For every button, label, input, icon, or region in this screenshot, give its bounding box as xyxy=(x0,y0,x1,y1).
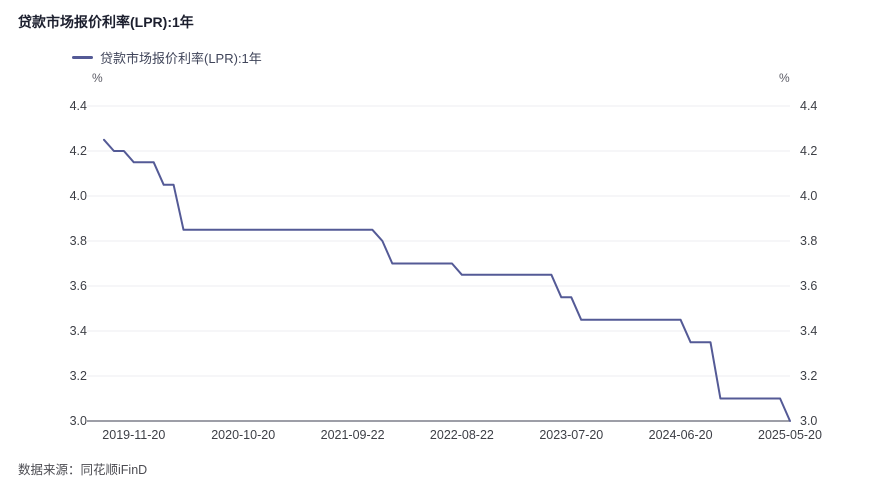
y-axis-unit-left: % xyxy=(92,71,103,85)
y-tick-label: 4.2 xyxy=(69,143,87,158)
y-tick-label: 4.4 xyxy=(800,98,818,113)
y-tick-label: 3.6 xyxy=(69,278,87,293)
x-tick-label: 2024-06-20 xyxy=(648,428,713,442)
legend-line-icon xyxy=(72,56,93,59)
y-tick-label: 3.0 xyxy=(800,413,818,428)
y-tick-label: 3.4 xyxy=(69,323,87,338)
legend-item[interactable]: 贷款市场报价利率(LPR):1年 xyxy=(72,48,262,67)
x-tick-label: 2022-08-22 xyxy=(429,428,494,442)
y-tick-label: 3.0 xyxy=(69,413,87,428)
y-tick-label: 3.2 xyxy=(69,368,87,383)
y-tick-label: 3.4 xyxy=(800,323,818,338)
legend-label: 贷款市场报价利率(LPR):1年 xyxy=(100,51,262,66)
y-tick-label: 4.4 xyxy=(69,98,87,113)
y-tick-label: 4.2 xyxy=(800,143,818,158)
y-tick-label: 4.0 xyxy=(69,188,87,203)
y-tick-label: 3.2 xyxy=(800,368,818,383)
x-tick-label: 2021-09-22 xyxy=(320,428,385,442)
x-tick-label: 2025-05-20 xyxy=(758,428,822,442)
x-tick-label: 2020-10-20 xyxy=(211,428,276,442)
data-source: 数据来源：同花顺iFinD xyxy=(18,463,148,477)
x-tick-label: 2019-11-20 xyxy=(102,428,166,442)
lpr-series-line xyxy=(103,138,791,422)
chart-title: 贷款市场报价利率(LPR):1年 xyxy=(18,14,194,30)
x-tick-label: 2023-07-20 xyxy=(539,428,604,442)
y-tick-label: 3.8 xyxy=(800,233,818,248)
y-tick-label: 3.8 xyxy=(69,233,87,248)
y-tick-label: 3.6 xyxy=(800,278,818,293)
y-tick-label: 4.0 xyxy=(800,188,818,203)
y-axis-unit-right: % xyxy=(779,71,790,85)
